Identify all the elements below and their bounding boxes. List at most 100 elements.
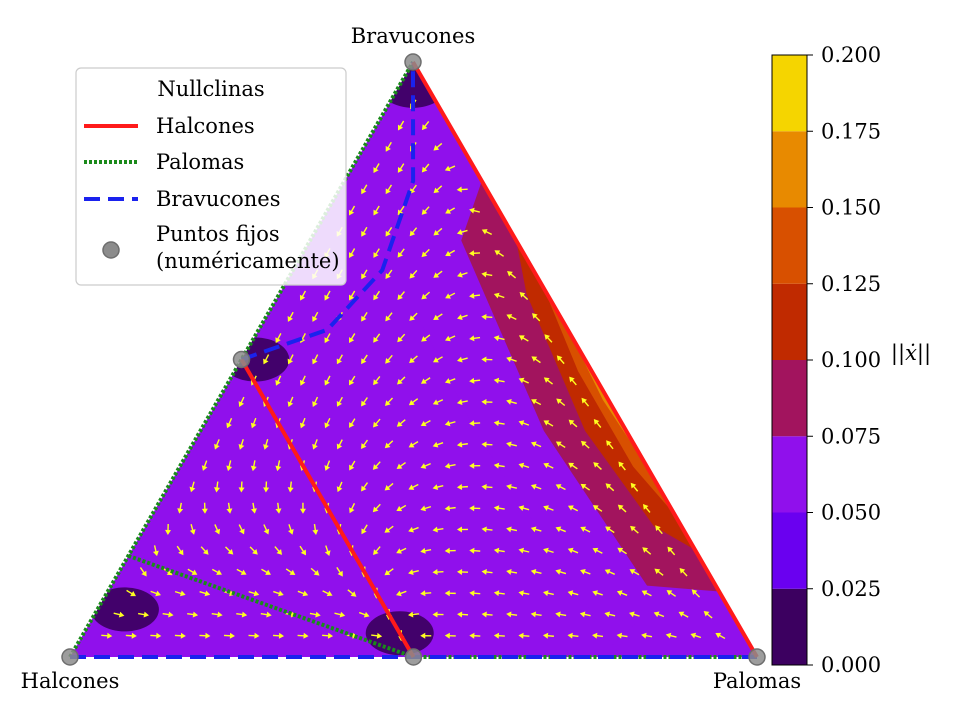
arrow-head (592, 632, 598, 639)
arrow-head (420, 632, 426, 639)
arrow-head (481, 229, 488, 235)
arrow-head (543, 420, 550, 426)
vector-arrow-153 (469, 505, 481, 512)
legend-label-bravucones: Bravucones (156, 187, 281, 211)
vector-arrow-62 (396, 590, 407, 597)
vector-arrow-270 (506, 356, 517, 363)
vector-arrow-40 (457, 611, 469, 618)
arrow-head (217, 611, 223, 618)
colorbar-tick-label-2: 0.050 (821, 501, 881, 525)
vector-arrow-28 (162, 611, 174, 618)
arrow-head (593, 419, 600, 425)
vector-arrow-193 (518, 462, 530, 469)
arrow-head (348, 209, 355, 216)
colorbar-segments (772, 55, 807, 665)
vector-arrow-142 (201, 502, 208, 514)
vector-arrow-95 (629, 569, 640, 576)
arrow-head (361, 528, 367, 535)
arrow-head (336, 486, 343, 493)
arrow-head (361, 443, 367, 449)
arrow-head (165, 529, 172, 535)
arrow-head (202, 549, 209, 555)
vector-arrow-103 (274, 546, 283, 555)
arrow-head (519, 292, 526, 298)
vector-arrow-226 (493, 420, 505, 427)
arrow-head (518, 420, 525, 426)
arrow-head (481, 568, 487, 575)
arrow-head (372, 421, 379, 428)
arrow-head (444, 378, 451, 384)
vector-arrow-19 (567, 632, 579, 639)
arrow-head (349, 507, 355, 514)
arrow-head (180, 632, 186, 639)
vector-arrow-161 (189, 481, 196, 493)
vector-arrow-67 (518, 590, 530, 597)
arrow-head (569, 376, 575, 383)
arrow-head (324, 550, 331, 556)
arrow-head (432, 357, 439, 363)
arrow-head (481, 271, 487, 278)
vector-arrow-288 (361, 311, 368, 322)
arrow-head (630, 525, 636, 532)
colorbar-segment-4 (772, 283, 807, 360)
vector-arrow-240 (456, 399, 468, 406)
vector-arrow-114 (543, 547, 554, 554)
arrow-head (481, 483, 487, 490)
arrow-head (275, 465, 282, 472)
arrow-head (507, 271, 513, 277)
arrow-head (433, 230, 440, 236)
vector-arrow-179 (630, 482, 639, 492)
vector-arrow-268 (457, 356, 468, 363)
colorbar-tick-label-1: 0.025 (821, 577, 881, 601)
arrow-head (421, 166, 428, 173)
vector-arrow-148 (349, 502, 356, 514)
vector-arrow-339 (433, 185, 443, 194)
arrow-head (191, 569, 198, 575)
vector-arrow-69 (567, 590, 579, 597)
colorbar-tick-label-6: 0.150 (821, 196, 881, 220)
arrow-head (432, 399, 439, 405)
vector-arrow-57 (273, 590, 284, 597)
arrow-head (384, 442, 391, 449)
vector-arrow-324 (361, 226, 368, 237)
vector-arrow-85 (384, 568, 394, 576)
arrow-head (518, 547, 525, 554)
vector-arrow-325 (385, 227, 393, 237)
arrow-head (408, 399, 415, 406)
arrow-head (361, 400, 367, 407)
vector-arrow-212 (555, 441, 566, 449)
arrow-head (617, 504, 624, 511)
vector-arrow-60 (347, 589, 357, 597)
vector-arrow-231 (238, 396, 245, 407)
vector-arrow-196 (593, 462, 602, 470)
arrow-head (444, 590, 450, 597)
arrow-head (241, 611, 248, 618)
arrow-head (555, 568, 562, 575)
colorbar-segment-2 (772, 436, 807, 513)
vector-arrow-116 (592, 547, 603, 554)
vector-arrow-38 (408, 611, 420, 618)
arrow-head (469, 207, 475, 214)
arrow-head (238, 444, 245, 450)
vector-arrow-314 (507, 271, 517, 279)
vector-arrow-337 (385, 184, 393, 195)
arrow-head (421, 209, 428, 215)
arrow-head (456, 399, 463, 406)
vector-arrow-27 (138, 611, 149, 618)
vector-arrow-335 (469, 207, 480, 214)
vector-arrow-176 (555, 484, 566, 491)
vertex-label-bottom-left: Halcones (21, 669, 120, 693)
arrow-head (444, 165, 451, 172)
vector-arrow-111 (469, 547, 481, 554)
arrow-head (373, 252, 379, 258)
arrow-head (642, 547, 649, 553)
arrow-head (384, 527, 391, 533)
vector-arrow-6 (248, 632, 260, 639)
arrow-head (506, 356, 512, 363)
vector-arrow-330 (348, 205, 356, 216)
vector-arrow-25 (715, 632, 726, 640)
vector-arrow-91 (530, 568, 542, 575)
arrow-head (432, 569, 438, 576)
arrow-head (433, 272, 440, 278)
vector-arrow-286 (312, 311, 319, 322)
